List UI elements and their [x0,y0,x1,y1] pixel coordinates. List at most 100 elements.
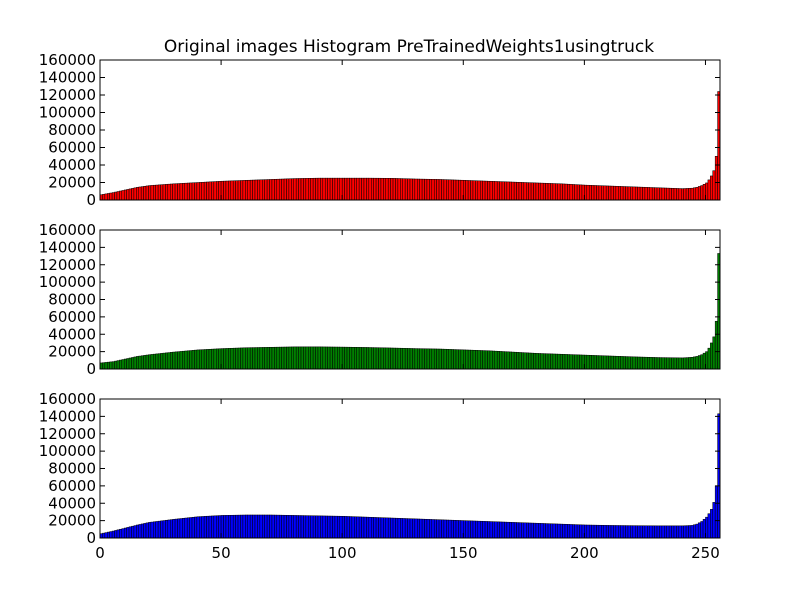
bar [249,514,253,539]
bar [162,352,166,370]
bar [530,352,534,370]
bar [494,521,498,539]
bar [656,187,660,201]
bar [605,185,609,201]
bar [608,525,612,539]
bar [661,525,665,539]
bar [572,524,575,539]
bar [681,357,684,370]
bar [102,532,106,539]
bar [642,356,646,370]
bar [501,181,505,201]
bar [547,183,551,201]
bar [668,525,672,539]
bar [293,346,297,370]
bar [150,354,154,370]
bar [707,179,711,201]
bar [610,525,614,539]
bar [630,186,634,201]
bar [538,182,542,201]
bar [196,349,200,370]
bar [700,521,704,539]
bar [283,514,287,539]
bar [494,350,498,370]
bar [697,355,701,370]
bar [695,187,699,201]
bar [523,522,527,539]
bar [499,351,503,370]
bar [472,349,476,370]
bar [278,178,282,201]
bar [172,519,176,539]
bar [521,522,525,539]
bar [363,177,367,201]
bar [668,187,672,201]
bar [499,521,503,539]
bar [237,180,241,201]
bar [109,531,113,539]
x-tick-label: 0 [95,544,105,562]
bar [540,353,544,370]
bar [191,182,195,201]
bar [649,187,653,201]
bar [128,357,132,370]
bar [504,181,508,201]
bar [153,353,156,370]
bar [116,529,120,539]
bar [550,353,554,370]
y-tick-label: 140000 [39,69,96,87]
bar [123,189,127,201]
bar [172,351,176,370]
bar [179,351,183,370]
bar [496,351,500,370]
bar [211,181,215,201]
bar [557,183,561,201]
bar [160,184,164,201]
y-tick-label: 100000 [39,104,96,122]
bar [412,348,416,370]
bar [436,348,440,370]
bar [387,517,391,539]
bar [327,346,331,370]
bar [368,177,372,201]
bar [673,525,677,539]
bar [559,523,563,539]
bar [627,525,631,539]
bar [666,525,670,539]
bar [358,516,362,539]
bar [407,178,411,201]
bar [148,185,152,201]
bar [167,352,171,370]
bar [107,531,110,539]
bar [378,517,382,539]
bar [363,347,367,370]
bar [179,518,183,539]
bar [620,186,624,201]
bar [199,516,202,539]
bar [656,525,660,539]
bar [453,179,457,201]
bar [160,520,164,539]
bar [257,179,261,201]
bar [564,524,568,539]
bar [664,187,667,201]
bar [392,517,396,539]
bar [126,358,130,370]
bar [521,352,525,370]
bar [446,349,449,370]
bar [162,184,166,201]
bar [126,189,130,201]
bar [530,522,534,539]
bar [111,530,115,539]
bar [131,357,135,370]
bar [676,525,680,539]
bar [593,524,597,539]
bar [448,349,452,370]
bar [513,522,517,539]
bar [540,182,544,201]
bar [695,356,699,370]
bar [535,353,539,370]
histogram-panel-blue: 0200004000060000800001000001200001400001… [39,390,721,562]
bar [714,485,718,539]
bar [673,188,677,201]
